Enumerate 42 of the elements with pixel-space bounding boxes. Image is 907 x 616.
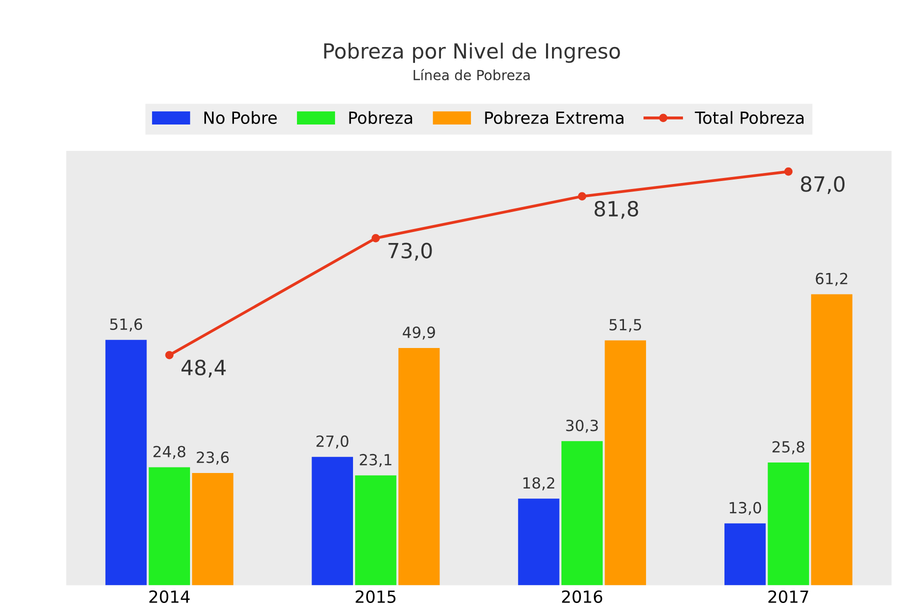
data-label: 13,0	[730, 502, 762, 516]
bar	[355, 475, 396, 586]
bar	[105, 340, 147, 586]
chart-title: Pobreza por Nivel de Ingreso	[324, 42, 620, 63]
data-label: 27,0	[316, 435, 348, 448]
data-label: 24,8	[153, 446, 186, 459]
data-label: 48,4	[182, 360, 226, 378]
bar	[561, 441, 603, 586]
x-tick-label: 2015	[356, 590, 396, 603]
bar	[604, 340, 646, 586]
data-label: 30,3	[566, 420, 598, 433]
data-label: 61,2	[816, 272, 848, 286]
bar	[811, 294, 852, 586]
data-label: 49,9	[402, 326, 435, 340]
x-tick-label: 2016	[562, 590, 602, 603]
data-label: 23,1	[360, 454, 392, 468]
data-label: 81,8	[594, 200, 638, 219]
data-label: 51,6	[110, 318, 142, 332]
x-tick-label: 2017	[768, 590, 808, 603]
chart-subtitle: Línea de Pobreza	[414, 68, 530, 80]
bar	[312, 456, 354, 586]
bar	[768, 462, 810, 586]
point	[578, 192, 586, 200]
data-label: 51,5	[610, 319, 642, 332]
bar	[724, 523, 766, 586]
data-label: 25,8	[772, 441, 804, 454]
point	[784, 167, 793, 176]
point	[372, 234, 380, 242]
data-label: 18,2	[523, 477, 554, 490]
bar	[192, 473, 234, 586]
point	[165, 350, 174, 360]
legend-label: Pobreza	[349, 111, 412, 124]
legend-label: No Pobre	[204, 111, 277, 124]
x-tick-label: 2014	[149, 590, 190, 603]
data-label: 73,0	[388, 242, 432, 261]
legend-label: Total Pobreza	[694, 111, 804, 124]
bar	[398, 348, 440, 586]
bar	[518, 498, 560, 586]
data-label: 87,0	[800, 176, 845, 194]
data-label: 23,6	[196, 452, 229, 465]
bar	[148, 467, 190, 586]
legend-label: Pobreza Extrema	[485, 111, 624, 124]
